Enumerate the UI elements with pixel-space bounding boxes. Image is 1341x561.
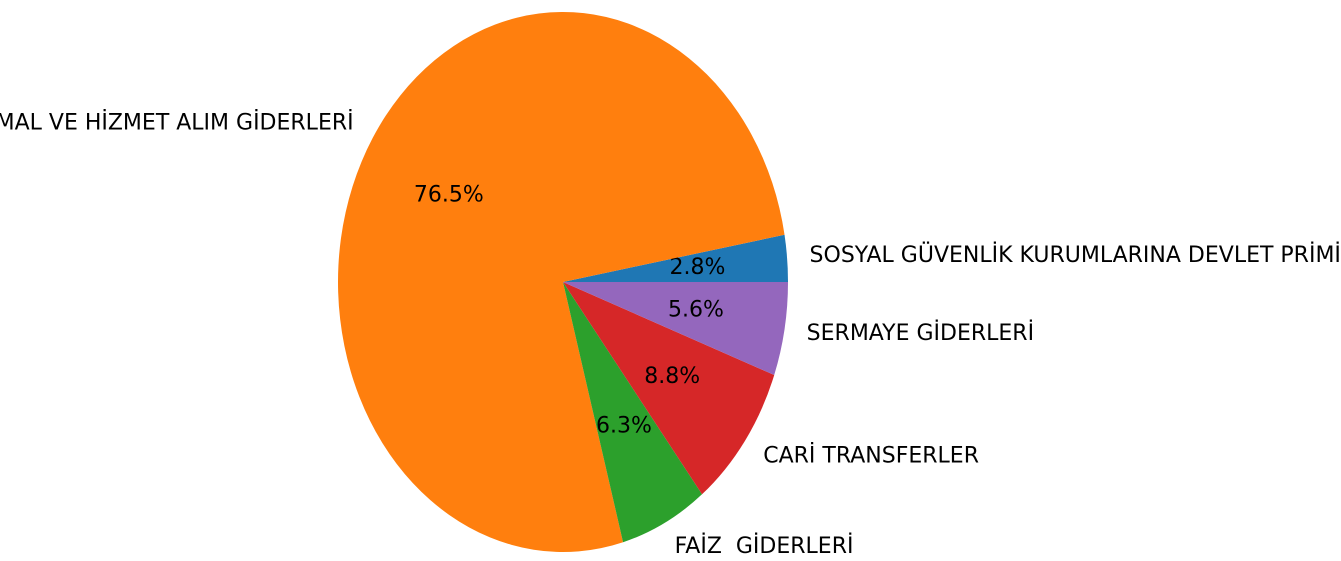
pie-slice: [563, 282, 703, 543]
value-label: 76.5%: [414, 183, 484, 208]
slice-label: SERMAYE GİDERLERİ: [807, 320, 1034, 346]
pie-slice: [563, 282, 788, 376]
slice-label: SOSYAL GÜVENLİK KURUMLARINA DEVLET PRİMİ: [810, 242, 1341, 268]
slice-label: CARİ TRANSFERLER: [763, 443, 979, 469]
slice-label: FAİZ GİDERLERİ: [675, 533, 854, 559]
slice-label: MAL VE HİZMET ALIM GİDERLERİ: [0, 110, 354, 136]
value-label: 6.3%: [596, 414, 652, 439]
value-label: 2.8%: [670, 255, 726, 280]
value-label: 8.8%: [644, 364, 700, 389]
value-label: 5.6%: [668, 297, 724, 322]
pie-slice: [563, 234, 788, 282]
pie-slice: [563, 282, 775, 495]
pie-slice: [338, 11, 785, 552]
